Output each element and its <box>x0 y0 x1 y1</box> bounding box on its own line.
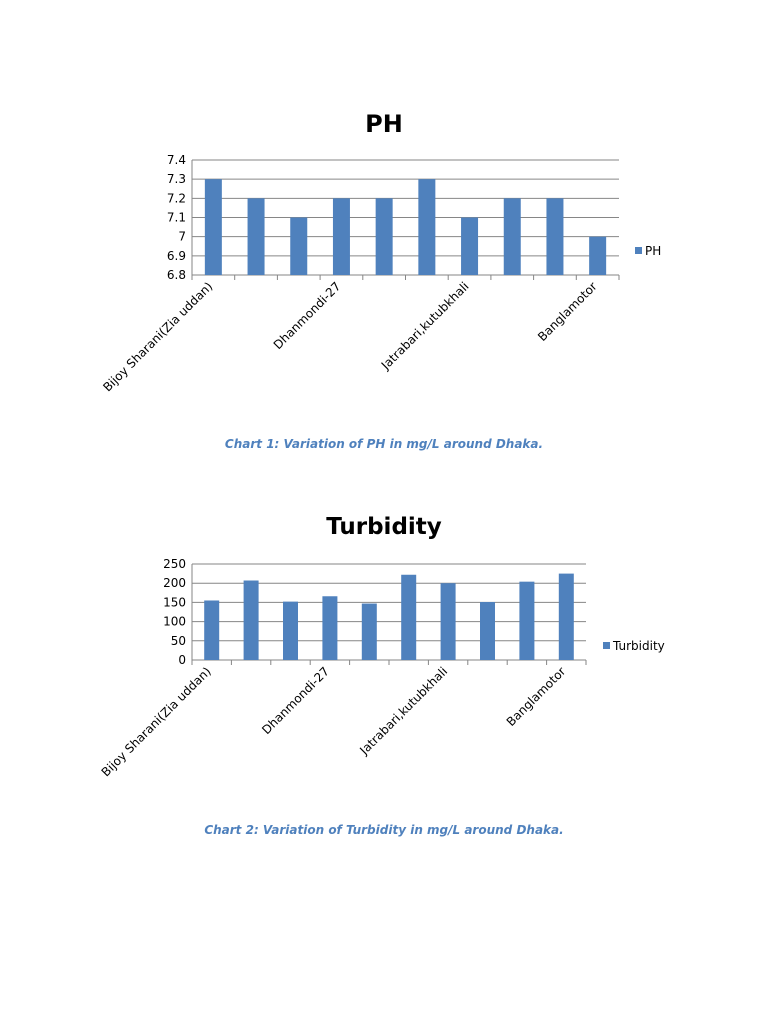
bar <box>418 179 436 275</box>
bar <box>243 580 259 660</box>
legend-swatch <box>635 247 642 254</box>
bar <box>322 596 338 660</box>
bar <box>546 198 564 275</box>
y-tick-label: 6.8 <box>167 268 186 282</box>
x-category-label: Bijoy Sharani(Zia uddan) <box>99 664 214 779</box>
x-category-label: Jatrabari,kutubkhali <box>356 664 450 758</box>
bar <box>401 574 417 660</box>
legend-swatch <box>603 642 610 649</box>
chart-title: Turbidity <box>326 514 442 540</box>
x-category-label: Banglamotor <box>535 279 600 344</box>
legend-label: PH <box>645 244 661 258</box>
bar <box>247 198 265 275</box>
x-category-label: Dhanmondi-27 <box>259 664 332 737</box>
bar <box>461 217 479 275</box>
ph-chart: PH 6.8 6.9 7 7.1 7.2 7.3 7.4 Bijoy Sharani(Zia … <box>0 100 768 500</box>
bar <box>283 601 298 660</box>
turbidity-chart-plot: 0 50 100 150 200 250 Bijoy Sharani(Zia uddan) D… <box>99 557 665 779</box>
y-tick-label: 150 <box>163 595 186 609</box>
bar <box>361 603 377 660</box>
x-category-label: Jatrabari,kutubkhali <box>378 279 472 373</box>
x-category-label: Bijoy Sharani(Zia uddan) <box>100 279 215 394</box>
bar <box>480 602 495 660</box>
bar <box>204 179 222 275</box>
bar <box>558 573 574 660</box>
y-tick-label: 7.4 <box>167 153 186 167</box>
legend-label: Turbidity <box>612 639 665 653</box>
y-tick-label: 50 <box>171 634 186 648</box>
y-tick-label: 7.1 <box>167 211 186 225</box>
bar <box>503 198 521 275</box>
x-category-label: Banglamotor <box>504 664 569 729</box>
chart-caption: Chart 1: Variation of PH in mg/L around … <box>224 437 544 451</box>
chart-caption: Chart 2: Variation of Turbidity in mg/L … <box>204 823 564 837</box>
x-category-label: Dhanmondi-27 <box>271 279 344 352</box>
bar <box>589 236 607 275</box>
turbidity-chart: Turbidity 0 50 100 150 200 250 Bijoy Sharani(Z… <box>0 500 768 860</box>
bar <box>440 583 456 660</box>
y-tick-label: 100 <box>163 615 186 629</box>
chart-title: PH <box>365 110 403 138</box>
bar <box>332 198 350 275</box>
y-tick-label: 250 <box>163 557 186 571</box>
y-tick-label: 200 <box>163 576 186 590</box>
bar <box>375 198 393 275</box>
bar <box>519 581 535 660</box>
y-tick-label: 6.9 <box>167 249 186 263</box>
y-tick-label: 7.3 <box>167 172 186 186</box>
bar <box>204 600 220 660</box>
y-tick-label: 7 <box>178 230 186 244</box>
ph-chart-plot: 6.8 6.9 7 7.1 7.2 7.3 7.4 Bijoy Sharani(Zia udd… <box>100 153 661 394</box>
bar <box>290 217 308 275</box>
y-tick-label: 7.2 <box>167 191 186 205</box>
y-tick-label: 0 <box>178 653 186 667</box>
